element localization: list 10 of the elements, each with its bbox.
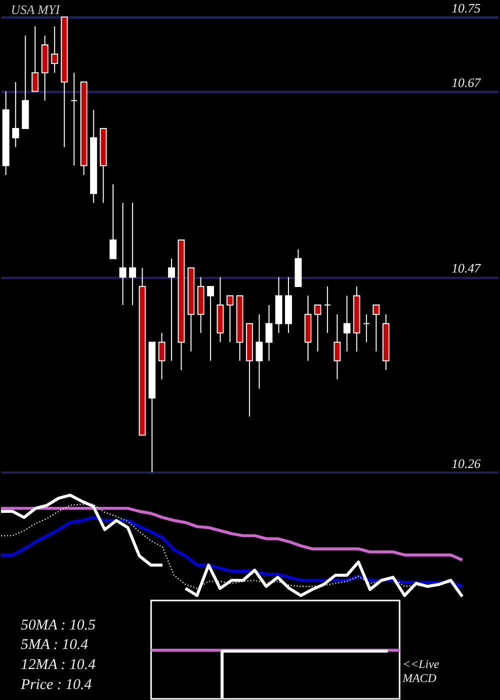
text: <<Live MACD — [402, 657, 440, 686]
y-tick-label: 10.75 — [452, 0, 482, 16]
text: 50MA : 10.5 — [20, 617, 96, 634]
y-tick-label: 10.67 — [452, 74, 482, 90]
y-tick-label: 10.26 — [452, 456, 482, 471]
text: 12MA : 10.4 — [20, 657, 96, 674]
y-tick-label: 10.47 — [452, 260, 482, 276]
chart-title: USA MYI — [10, 2, 61, 18]
text: Price : 10.4 — [20, 676, 92, 693]
text: 5MA : 10.4 — [20, 637, 89, 654]
